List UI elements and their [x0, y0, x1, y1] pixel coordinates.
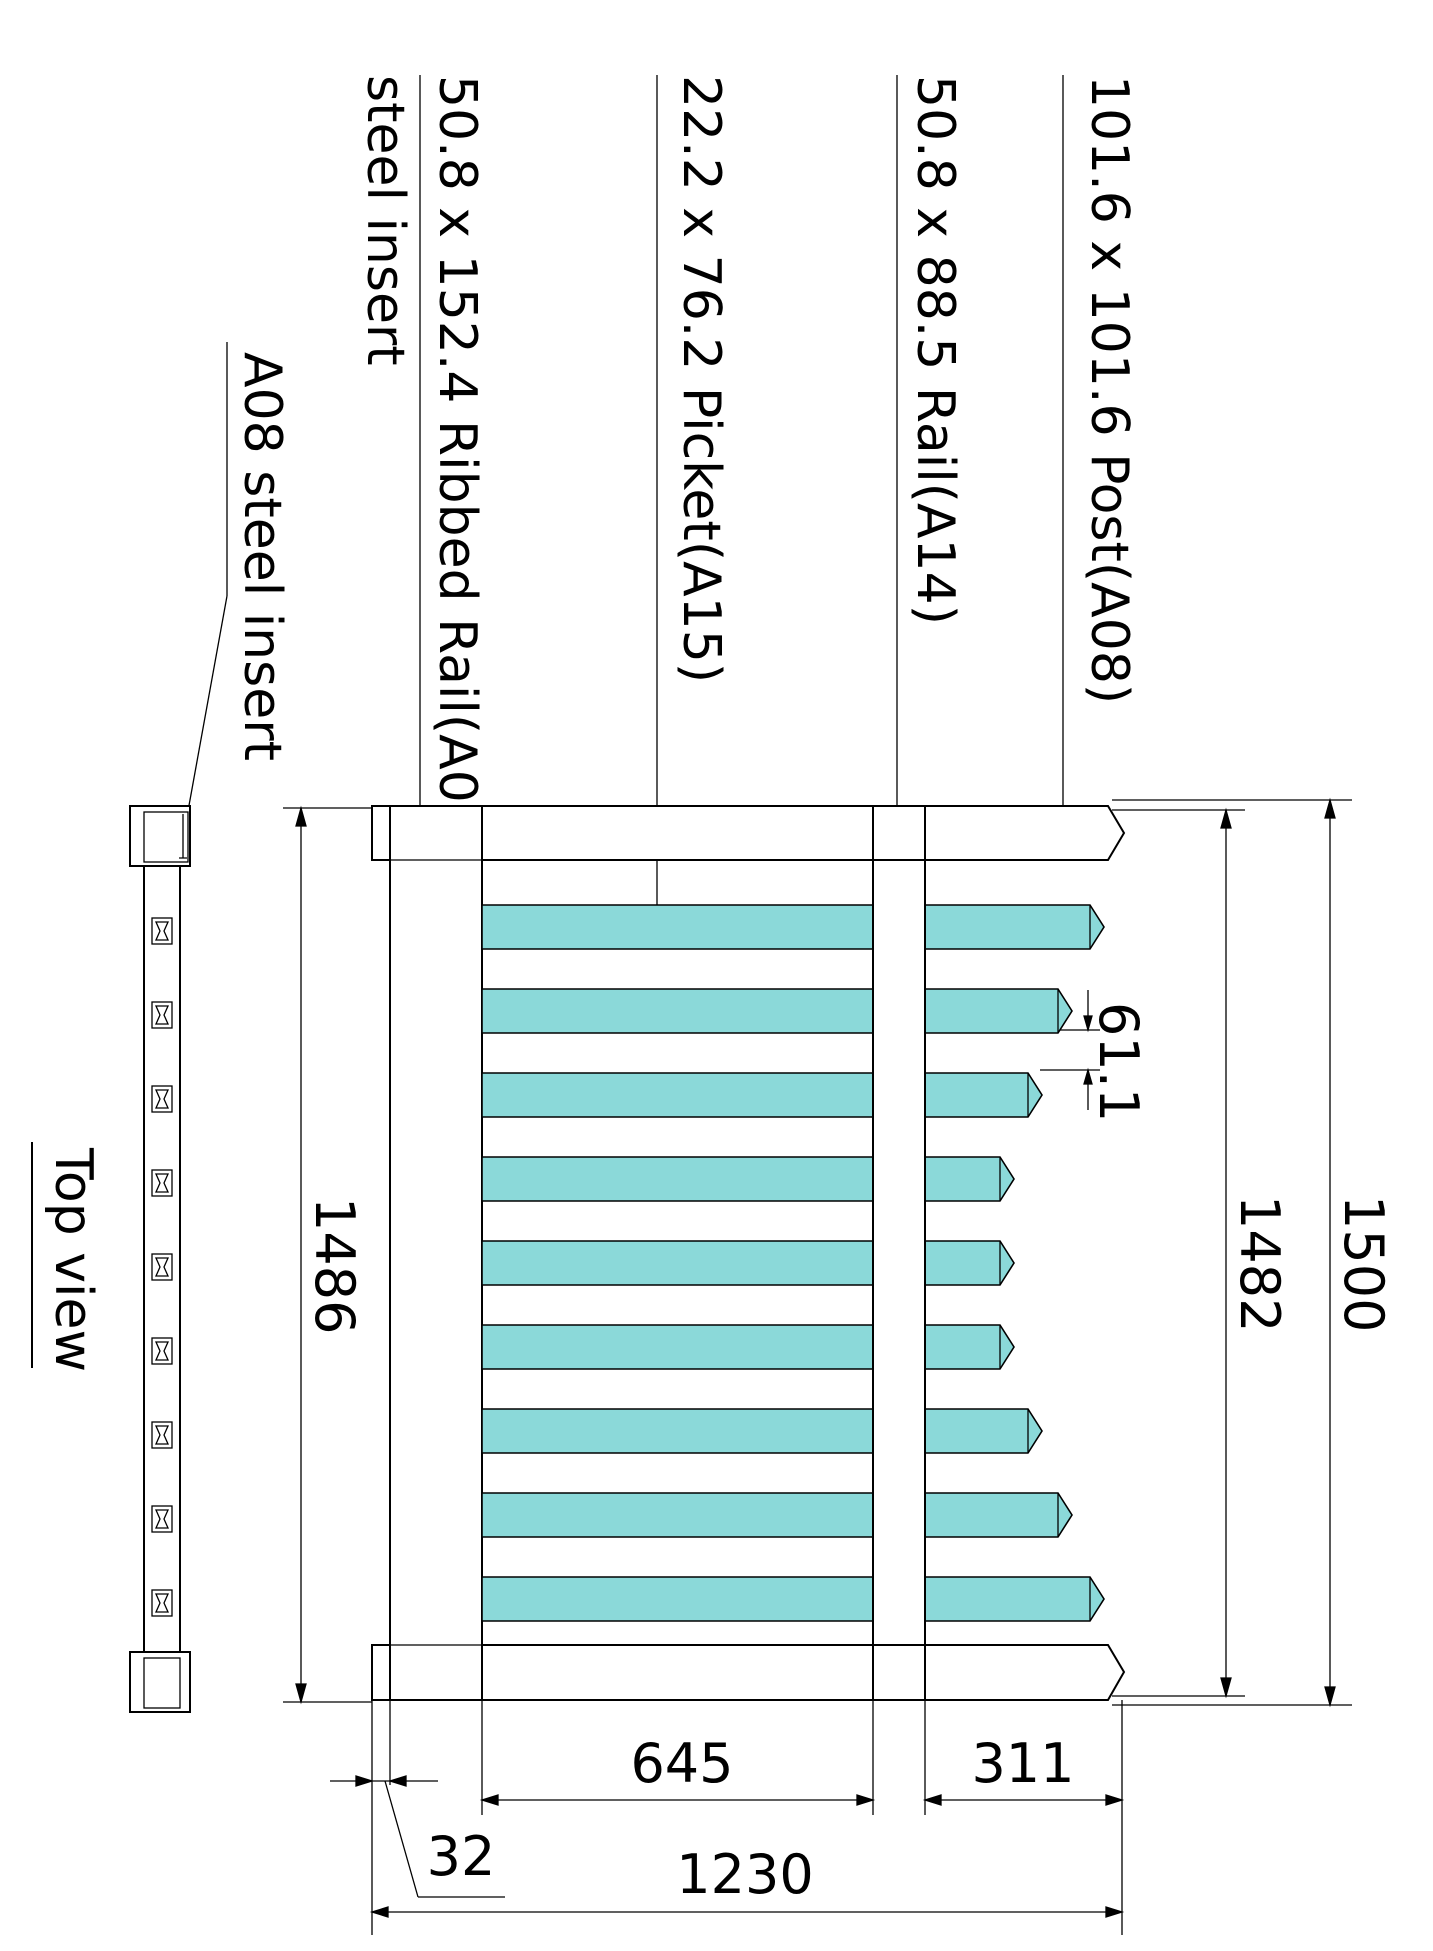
dim-1482	[1112, 807, 1245, 1699]
dim-1230-text: 1230	[676, 1843, 813, 1906]
middle-rail-front	[872, 859, 926, 1646]
callout-post: 101.6 x 101.6 Post(A08)	[1079, 75, 1139, 704]
top-view-post-bottom	[129, 1651, 191, 1713]
picket-group	[481, 904, 1105, 1622]
slot	[151, 1001, 173, 1029]
top-view-post-top	[129, 805, 191, 867]
top-post	[371, 805, 1126, 861]
callout-ribbed-rail: 50.8 x 152.4 Ribbed Rail(A07)	[427, 75, 487, 856]
dim-61-1	[1040, 990, 1100, 1110]
slot	[151, 1589, 173, 1617]
callout-ribbed-rail-insert: steel insert	[355, 75, 415, 366]
picket	[481, 1240, 1015, 1286]
leader-lines	[185, 75, 1064, 930]
top-view	[129, 805, 191, 1713]
slot	[151, 1505, 173, 1533]
callout-steel-insert: A08 steel insert	[232, 352, 292, 761]
dim-1486-text: 1486	[303, 1197, 366, 1334]
picket	[481, 1492, 1073, 1538]
slot	[151, 1085, 173, 1113]
slot	[151, 1253, 173, 1281]
dim-311-text: 311	[971, 1732, 1074, 1795]
dim-1482-text: 1482	[1228, 1195, 1291, 1332]
dim-1500	[1112, 797, 1352, 1708]
top-view-slots	[151, 917, 173, 1617]
dim-1500-text: 1500	[1332, 1195, 1395, 1332]
dim-1486	[283, 805, 372, 1705]
slot	[151, 1337, 173, 1365]
slot	[151, 1169, 173, 1197]
top-view-rail	[143, 865, 181, 1653]
picket	[481, 1156, 1015, 1202]
top-view-label: Top view	[43, 1147, 103, 1372]
picket	[481, 1408, 1043, 1454]
slot	[151, 917, 173, 945]
bottom-post	[371, 1644, 1126, 1701]
picket	[481, 1576, 1105, 1622]
ribbed-rail	[389, 805, 483, 1701]
dim-645-text: 645	[630, 1732, 733, 1795]
picket	[481, 1324, 1015, 1370]
dim-width	[330, 1700, 1125, 1935]
dim-32-text: 32	[427, 1825, 496, 1888]
picket	[481, 1072, 1043, 1118]
picket	[481, 904, 1105, 950]
callout-rail: 50.8 x 88.5 Rail(A14)	[905, 75, 965, 625]
elevation-view	[371, 805, 1126, 1701]
dim-61-1-text: 61.1	[1087, 1002, 1150, 1122]
slot	[151, 1421, 173, 1449]
picket	[481, 988, 1073, 1034]
callout-picket: 22.2 x 76.2 Picket(A15)	[671, 75, 731, 683]
